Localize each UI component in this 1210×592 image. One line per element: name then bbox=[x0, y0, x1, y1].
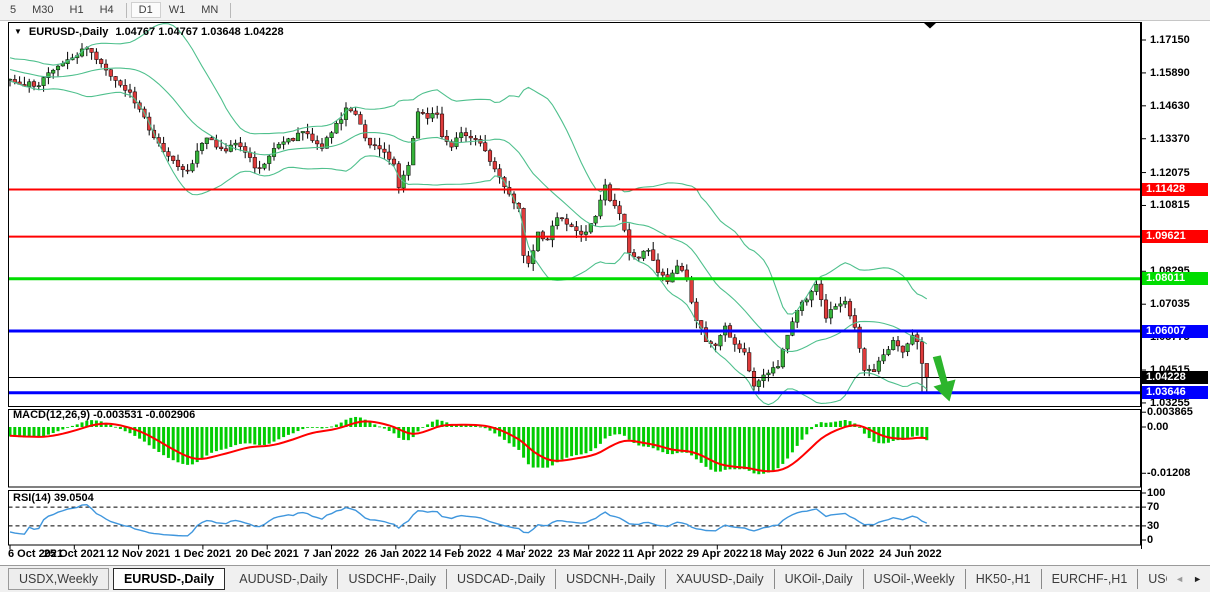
toolbar-divider bbox=[125, 2, 127, 18]
chart-tab-xauusd-daily[interactable]: XAUUSD-,Daily bbox=[665, 569, 774, 589]
tab-scroll-right-button[interactable]: ► bbox=[1193, 573, 1202, 584]
price-line-label: 1.09621 bbox=[1142, 230, 1208, 244]
chart-tabs-bar: USDX,Weekly EURUSD-,Daily AUDUSD-,Daily USD… bbox=[0, 565, 1210, 592]
chart-tab-usoil-weekly[interactable]: USOil-,Weekly bbox=[862, 569, 965, 589]
date-axis-label: 24 Jun 2022 bbox=[879, 548, 942, 560]
tab-scroll-controls: ◄ ► bbox=[1167, 567, 1210, 591]
price-line-label: 1.03646 bbox=[1142, 386, 1208, 400]
rsi-axis-tick: 0 bbox=[1147, 534, 1154, 546]
price-axis-tick: 1.12075 bbox=[1150, 166, 1190, 179]
macd-axis-tick: 0.00 bbox=[1147, 421, 1169, 433]
chart-tab-eurusd-daily[interactable]: EURUSD-,Daily bbox=[112, 568, 226, 590]
date-axis-label: 12 Nov 2021 bbox=[106, 548, 171, 560]
date-axis-label: 14 Feb 2022 bbox=[429, 548, 492, 560]
down-arrow-annotation bbox=[932, 355, 956, 402]
chart-dropdown-icon[interactable]: ▼ bbox=[14, 27, 22, 36]
chart-tab-eurchf-h1[interactable]: EURCHF-,H1 bbox=[1040, 569, 1138, 589]
date-axis-label: 29 Apr 2022 bbox=[686, 548, 749, 560]
date-axis-label: 11 Apr 2022 bbox=[622, 548, 684, 560]
price-axis-tick: 1.07035 bbox=[1150, 298, 1190, 311]
date-axis-label: 1 Dec 2021 bbox=[174, 548, 232, 560]
price-axis-tick: 1.17150 bbox=[1150, 34, 1190, 46]
price-axis-tick: 1.13370 bbox=[1150, 132, 1190, 145]
price-line-label: 1.11428 bbox=[1142, 182, 1208, 196]
rsi-axis-tick: 100 bbox=[1147, 487, 1166, 499]
timeframe-buttons: 5 M30 H1 H4 D1 W1 MN bbox=[0, 0, 235, 20]
chart-title: ▼ EURUSD-,Daily 1.04767 1.04767 1.03648 … bbox=[14, 26, 284, 38]
timeframe-toolbar: 5 M30 H1 H4 D1 W1 MN bbox=[0, 0, 1210, 21]
chart-tab-usdx-weekly[interactable]: USDX,Weekly bbox=[8, 568, 109, 590]
date-axis-label: 18 May 2022 bbox=[749, 548, 814, 560]
date-axis-label: 20 Dec 2021 bbox=[235, 548, 299, 560]
date-axis-label: 26 Jan 2022 bbox=[364, 548, 427, 560]
date-axis-label: 25 Oct 2021 bbox=[43, 548, 105, 560]
timeframe-button-h1[interactable]: H1 bbox=[69, 4, 84, 16]
chart-tab-usdcnh-daily[interactable]: USDCNH-,Daily bbox=[555, 569, 665, 589]
macd-axis-tick: -0.01208 bbox=[1147, 467, 1191, 480]
timeframe-button-w1[interactable]: W1 bbox=[168, 4, 186, 16]
timeframe-button-h4[interactable]: H4 bbox=[99, 4, 114, 16]
macd-axis-tick: 0.003865 bbox=[1147, 406, 1193, 419]
chart-tab-usdchf-daily[interactable]: USDCHF-,Daily bbox=[337, 569, 446, 589]
chart-symbol-label: EURUSD-,Daily bbox=[28, 26, 109, 38]
date-axis-label: 4 Mar 2022 bbox=[496, 548, 553, 560]
price-axis-tick: 1.15890 bbox=[1150, 66, 1190, 79]
chart-tab-hk50-h1[interactable]: HK50-,H1 bbox=[964, 569, 1041, 589]
chart-tabs: USDX,Weekly EURUSD-,Daily AUDUSD-,Daily USD… bbox=[0, 566, 1210, 592]
chart-tab-ukoil-daily[interactable]: UKOil-,Daily bbox=[773, 569, 863, 589]
chart-tab-audusd-daily[interactable]: AUDUSD-,Daily bbox=[239, 572, 328, 586]
timeframe-button-mn[interactable]: MN bbox=[201, 4, 219, 16]
chart-ohlc-values: 1.04767 1.04767 1.03648 1.04228 bbox=[115, 26, 284, 38]
rsi-indicator-label: RSI(14) 39.0504 bbox=[13, 492, 94, 504]
tab-scroll-left-button[interactable]: ◄ bbox=[1175, 573, 1185, 584]
date-axis-label: 6 Jun 2022 bbox=[817, 548, 875, 560]
rsi-axis-tick: 30 bbox=[1147, 519, 1160, 532]
date-axis-label: 23 Mar 2022 bbox=[557, 548, 621, 560]
price-axis-tick: 1.10815 bbox=[1150, 199, 1190, 212]
price-axis-tick: 1.14630 bbox=[1150, 99, 1190, 112]
timeframe-button-m30[interactable]: M30 bbox=[32, 4, 54, 16]
price-line-label: 1.08011 bbox=[1142, 272, 1208, 286]
price-axis-tick: 1.03255 bbox=[1150, 396, 1190, 409]
date-axis-label: 7 Jan 2022 bbox=[303, 548, 360, 560]
timeframe-button-5[interactable]: 5 bbox=[10, 4, 17, 16]
price-line-label: 1.04228 bbox=[1142, 371, 1208, 385]
chart-tab-usdcad-daily[interactable]: USDCAD-,Daily bbox=[445, 569, 555, 589]
toolbar-divider bbox=[230, 2, 232, 18]
macd-indicator-label: MACD(12,26,9) -0.003531 -0.002906 bbox=[13, 409, 196, 421]
timeframe-button-d1[interactable]: D1 bbox=[130, 2, 161, 18]
bar-shift-marker-icon bbox=[924, 23, 936, 29]
price-line-label: 1.06007 bbox=[1142, 324, 1208, 338]
rsi-axis-tick: 70 bbox=[1147, 501, 1160, 514]
date-axis-label: 6 Oct 2021 bbox=[8, 548, 64, 560]
